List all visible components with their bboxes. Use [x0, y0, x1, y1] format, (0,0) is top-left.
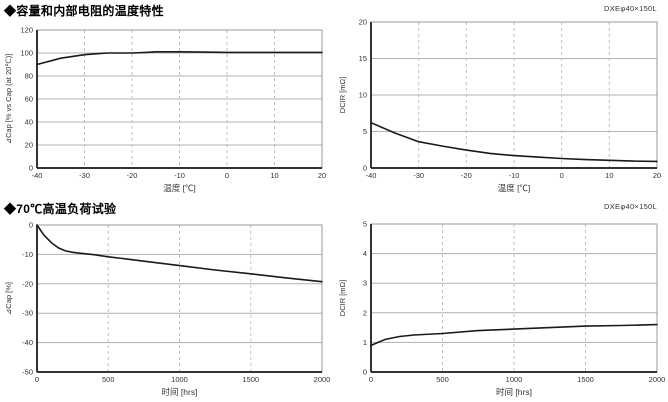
y-tick-label: 40 [25, 118, 33, 127]
section-title-temperature-characteristics: ◆容量和内部电阻的温度特性 [4, 4, 164, 18]
x-tick-label: 500 [102, 375, 115, 384]
y-tick-label: 5 [363, 220, 367, 229]
model-label-top: DXEφ40×150L [604, 4, 657, 13]
y-tick-label: 2 [363, 308, 367, 317]
x-tick-label: 2000 [649, 375, 666, 384]
x-tick-label: -10 [509, 171, 520, 180]
y-tick-label: 1 [363, 338, 367, 347]
y-axis-label: ⊿Cap [%] [4, 282, 13, 315]
y-axis-label: DCIR [mΩ] [338, 280, 347, 316]
x-tick-label: 0 [225, 171, 229, 180]
y-tick-label: -40 [22, 338, 33, 347]
x-tick-label: 500 [436, 375, 449, 384]
x-tick-label: -30 [79, 171, 90, 180]
y-tick-label: 0 [363, 368, 367, 377]
y-tick-label: 100 [20, 49, 33, 58]
data-curve [36, 50, 323, 66]
y-tick-label: 15 [359, 54, 367, 63]
y-tick-label: -10 [22, 250, 33, 259]
y-axis-label: ⊿Cap [% vs Cap (at 20℃)] [4, 54, 13, 145]
x-tick-label: -30 [413, 171, 424, 180]
x-axis-label: 温度 [℃] [163, 183, 196, 193]
y-tick-label: 0 [29, 221, 33, 230]
x-tick-label: -40 [366, 171, 377, 180]
x-axis-label: 时间 [hrs] [162, 387, 198, 397]
chart-svg-dcir-vs-time-70c-load: 0 1 2 3 4 5 0 500 1000 1500 2000 时间 [hrs] DCIR [mΩ] [338, 220, 666, 398]
y-tick-label: 120 [20, 26, 33, 35]
y-tick-label: 80 [25, 72, 33, 81]
x-tick-label: -10 [174, 171, 185, 180]
y-tick-label: -30 [22, 309, 33, 318]
y-tick-label: 5 [363, 127, 367, 136]
y-tick-label: 3 [363, 279, 367, 288]
y-tick-label: 4 [363, 249, 367, 258]
x-axis-label: 温度 [℃] [498, 183, 531, 193]
y-tick-label: -20 [22, 279, 33, 288]
x-tick-label: 20 [318, 171, 326, 180]
y-axis-label: DCIR [mΩ] [338, 77, 347, 113]
x-tick-label: -20 [127, 171, 138, 180]
x-tick-label: -20 [461, 171, 472, 180]
chart-cap-vs-temperature: 0 20 40 60 80 100 120 -40 -30 -20 -10 0 10 20 温度 [℃] ⊿C… [0, 14, 334, 202]
x-tick-label: 2000 [314, 375, 331, 384]
x-tick-label: 1500 [242, 375, 259, 384]
x-tick-label: 0 [35, 375, 39, 384]
chart-svg-dcir-vs-temperature: 0 5 10 15 20 -40 -30 -20 -10 0 10 20 温度 [℃] DCIR [mΩ] [338, 18, 661, 194]
y-tick-label: 20 [359, 18, 367, 27]
data-curve [370, 323, 658, 347]
model-label-bottom: DXEφ40×150L [604, 202, 657, 211]
x-tick-label: 10 [605, 171, 613, 180]
x-tick-label: 10 [270, 171, 278, 180]
chart-dcir-vs-temperature: 0 5 10 15 20 -40 -30 -20 -10 0 10 20 温度 [℃] DCIR [mΩ] [334, 14, 668, 202]
x-axis-label: 时间 [hrs] [496, 387, 532, 397]
chart-svg-cap-vs-time-70c-load: -50 -40 -30 -20 -10 0 0 500 1000 1500 2000 时间 [hrs]… [4, 221, 331, 398]
x-tick-label: -40 [32, 171, 43, 180]
data-curve [36, 224, 323, 283]
chart-dcir-vs-time-70c-load: 0 1 2 3 4 5 0 500 1000 1500 2000 时间 [hrs] DCIR [mΩ] [334, 210, 668, 402]
x-tick-label: 1000 [171, 375, 188, 384]
x-tick-label: 0 [369, 375, 373, 384]
x-tick-label: 1500 [577, 375, 594, 384]
section-title-high-temp-load-test: ◆70℃高温负荷试验 [4, 202, 117, 216]
x-tick-label: 20 [653, 171, 661, 180]
y-tick-label: 0 [363, 164, 367, 173]
y-tick-label: 60 [25, 95, 33, 104]
y-tick-label: 10 [359, 91, 367, 100]
chart-cap-vs-time-70c-load: -50 -40 -30 -20 -10 0 0 500 1000 1500 2000 时间 [hrs]… [0, 210, 334, 402]
x-tick-label: 1000 [506, 375, 523, 384]
y-tick-label: 20 [25, 141, 33, 150]
y-tick-label: -50 [22, 368, 33, 377]
data-curve [370, 121, 658, 163]
y-tick-label: 0 [29, 164, 33, 173]
x-tick-label: 0 [560, 171, 564, 180]
chart-svg-cap-vs-temperature: 0 20 40 60 80 100 120 -40 -30 -20 -10 0 10 20 温度 [℃] ⊿C… [4, 26, 326, 194]
